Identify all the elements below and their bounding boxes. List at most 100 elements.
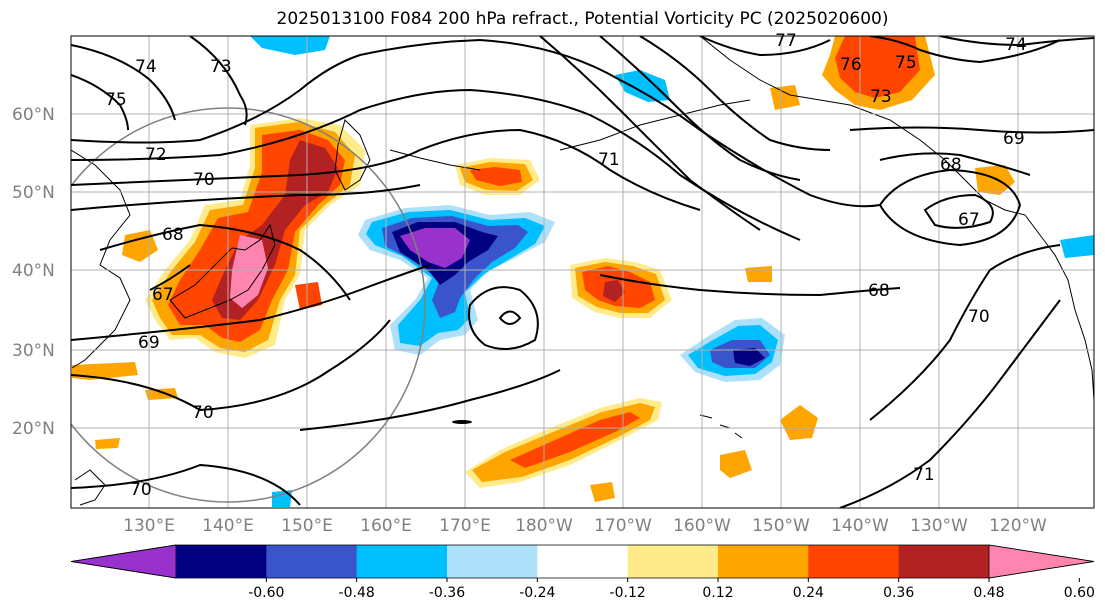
contour-label: 70 <box>130 480 152 500</box>
coast-aleutians <box>389 99 751 171</box>
colorbar-tick-label: -0.12 <box>610 585 646 601</box>
contour-label: 69 <box>138 333 160 353</box>
lon-label: 140°W <box>831 516 889 536</box>
lon-label: 140°E <box>202 516 254 536</box>
contour-label: 70 <box>968 307 990 327</box>
colorbar-swatch <box>898 545 990 578</box>
lat-label: 50°N <box>12 183 55 203</box>
contour-label: 71 <box>598 150 620 170</box>
colorbar-swatch <box>356 545 448 578</box>
contour-69-ne <box>849 126 1094 134</box>
contour-label: 75 <box>895 53 917 73</box>
pv-positive-small-south <box>590 482 615 502</box>
contour-southern <box>299 369 561 431</box>
colorbar-tick-label: 0.12 <box>702 585 733 601</box>
coast-japan <box>169 223 276 319</box>
contour-70-lower <box>71 319 391 412</box>
contour-label: 68 <box>868 281 890 301</box>
pv-positive-small-3 <box>72 362 138 380</box>
coast-asia <box>71 149 131 369</box>
coast-nw-america <box>1024 214 1094 401</box>
pv-positive-hawaii-small2 <box>780 405 818 440</box>
pv-red-aleutian <box>470 167 522 186</box>
pv-pink-japan <box>230 235 268 308</box>
colorbar-tick-label: 0.48 <box>973 585 1004 601</box>
contour-label: 70 <box>193 170 215 190</box>
lon-label: 180°W <box>515 516 573 536</box>
contour-68-left <box>99 223 351 301</box>
contour-70-east <box>869 244 1061 421</box>
pv-positive-small-5 <box>95 438 120 449</box>
pv-positive-small-alaska2 <box>770 85 800 110</box>
pv-positive-small-2 <box>295 282 322 310</box>
lon-label: 120°W <box>989 516 1047 536</box>
map-frame <box>70 35 1095 509</box>
lon-label: 160°E <box>360 516 412 536</box>
contour-74-nw <box>71 44 176 121</box>
lon-label: 130°E <box>123 516 175 536</box>
lon-label: 160°W <box>673 516 731 536</box>
contour-trough-1 <box>539 36 761 231</box>
range-circle <box>71 107 426 503</box>
contour-label: 72 <box>145 145 167 165</box>
pv-negative-small-dark <box>452 420 472 424</box>
grid-layer <box>71 36 1094 508</box>
contour-67-left <box>149 264 191 291</box>
colorbar-tick-label: -0.60 <box>248 585 284 601</box>
colorbar-extend-min <box>70 544 177 579</box>
coast-kamchatka <box>334 119 371 191</box>
lat-label: 20°N <box>12 419 55 439</box>
lat-label: 60°N <box>12 105 55 125</box>
contour-69-upper <box>71 184 421 211</box>
contour-trough-3 <box>639 36 831 151</box>
contour-label-layer: 74 73 75 72 70 68 67 69 70 70 71 76 75 7… <box>105 31 1027 500</box>
colorbar-frame <box>70 544 1095 579</box>
colorbar-tick-label: -0.36 <box>429 585 465 601</box>
contour-ring-low <box>468 286 539 350</box>
contour-label: 76 <box>840 55 862 75</box>
contour-label: 77 <box>775 31 797 51</box>
colorbar-tick-label: 0.60 <box>1064 585 1095 601</box>
contour-label: 75 <box>105 90 127 110</box>
pv-positive-small-4 <box>145 388 178 400</box>
contour-label: 68 <box>940 155 962 175</box>
contour-70-upper <box>71 128 701 211</box>
contour-low-circle <box>498 310 522 325</box>
lat-label: 40°N <box>12 261 55 281</box>
lon-label: 170°W <box>594 516 652 536</box>
colorbar-swatch <box>537 545 629 578</box>
pv-positive-small-mid <box>745 266 772 282</box>
refractivity-contour-layer <box>71 36 1094 508</box>
lon-label-layer: 130°E 140°E 150°E 160°E 170°E 180°W 170°… <box>123 516 1047 536</box>
contour-77 <box>699 36 831 57</box>
contour-70-bottom <box>71 463 301 506</box>
lon-label: 150°W <box>752 516 810 536</box>
pv-negative-alaska <box>615 70 670 102</box>
coast-hawaii <box>699 414 743 439</box>
lon-label: 150°E <box>281 516 333 536</box>
contour-69-lower <box>71 264 431 341</box>
contour-label: 71 <box>913 465 935 485</box>
colorbar-swatch <box>718 545 809 578</box>
contour-trough-2 <box>599 36 801 181</box>
contour-73-nw <box>189 36 248 126</box>
contour-68-ne <box>879 152 1031 176</box>
contour-label: 67 <box>958 210 980 230</box>
contour-label: 69 <box>1003 129 1025 149</box>
contour-label: 70 <box>192 403 214 423</box>
pv-positive-bc <box>975 165 1015 195</box>
contour-71-east <box>839 299 1061 508</box>
colorbar-swatch <box>808 545 900 578</box>
colorbar-tick-label: 0.24 <box>793 585 824 601</box>
colorbar-swatch <box>176 545 267 578</box>
lat-label-layer: 60°N 50°N 40°N 30°N 20°N <box>12 105 55 439</box>
pv-negative-small-south <box>272 490 292 507</box>
contour-ridge-1 <box>869 36 1061 64</box>
colorbar-extend-max <box>988 544 1095 579</box>
colorbar-swatch <box>266 545 358 578</box>
lat-label: 30°N <box>12 341 55 361</box>
lon-label: 170°E <box>439 516 491 536</box>
map-title: 2025013100 F084 200 hPa refract., Potent… <box>276 9 889 29</box>
pv-negative-small-top <box>250 36 330 55</box>
